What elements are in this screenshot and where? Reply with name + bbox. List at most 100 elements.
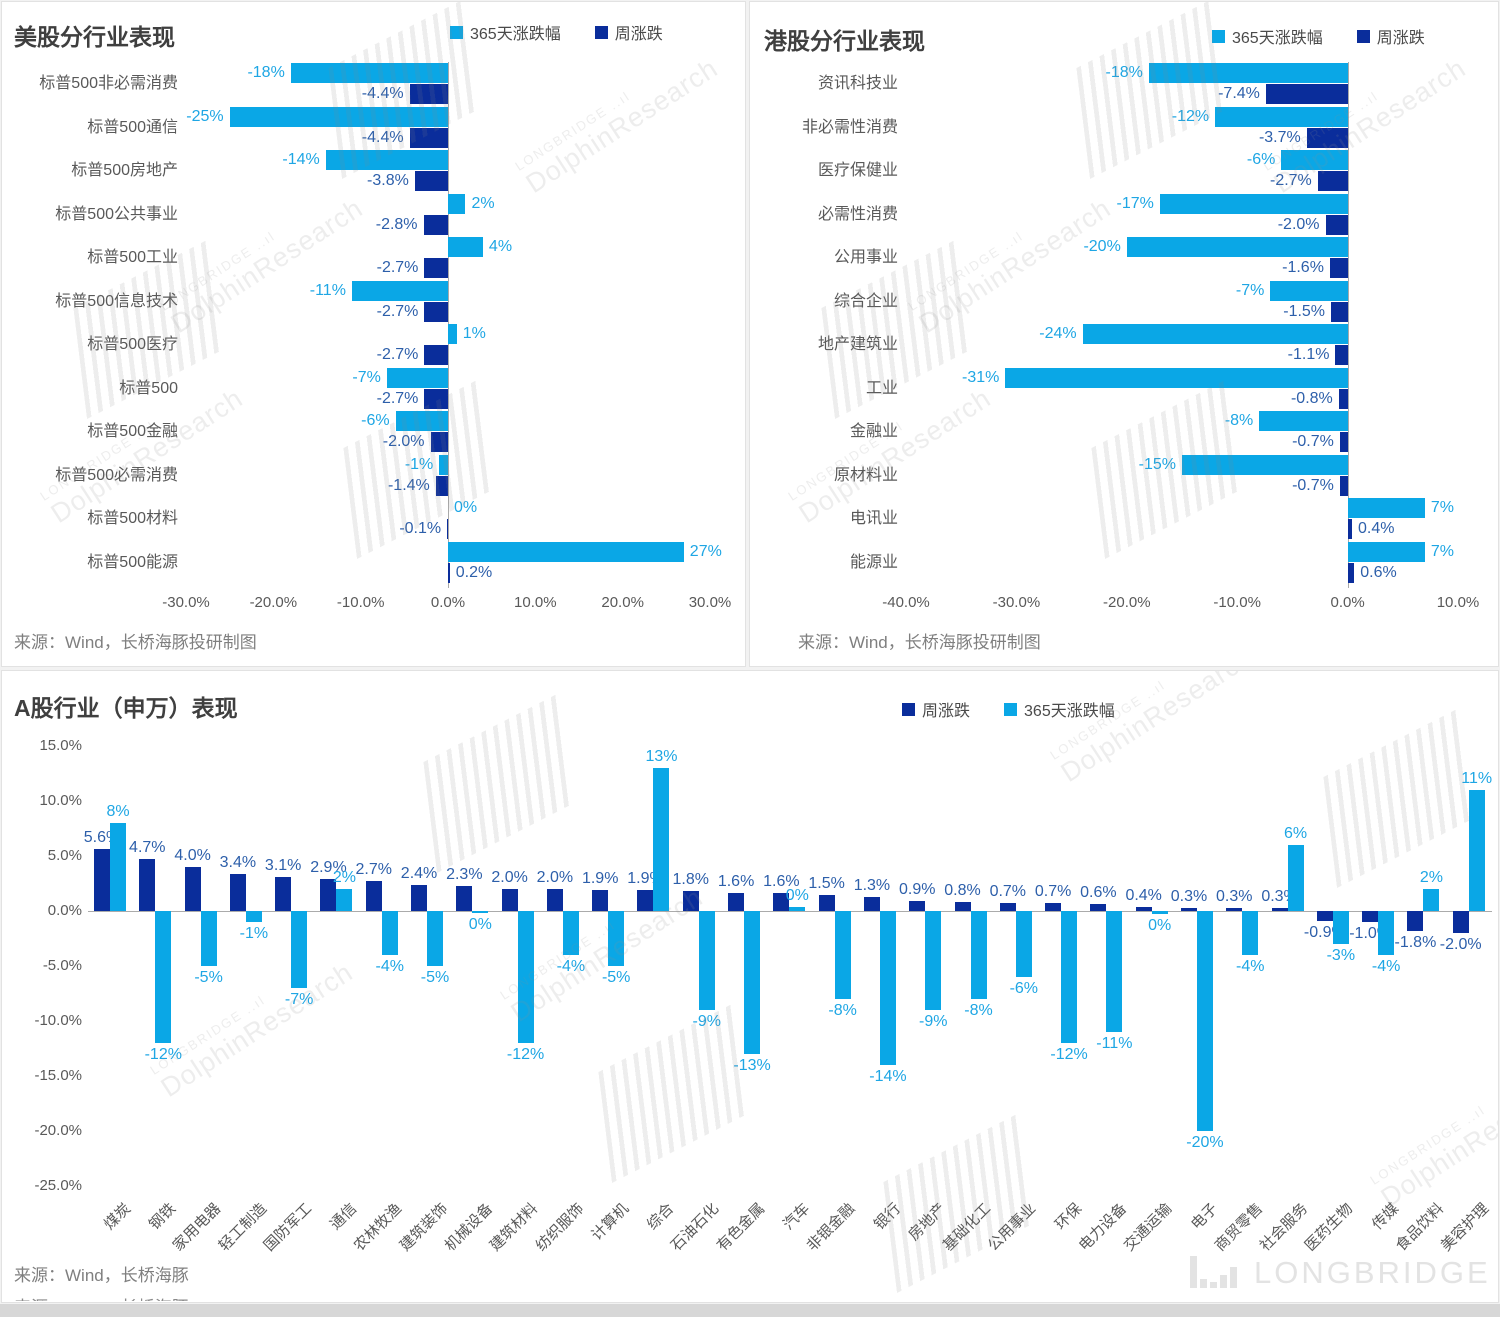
bar-year bbox=[325, 150, 448, 170]
value-label-week: -0.8% bbox=[1290, 389, 1333, 407]
value-label-year: -9% bbox=[692, 1013, 721, 1030]
x-axis-tick-label: -40.0% bbox=[882, 594, 930, 611]
bar-year bbox=[789, 906, 806, 911]
value-label-year: -5% bbox=[194, 969, 223, 986]
bar-week bbox=[909, 901, 926, 911]
bar-year bbox=[291, 911, 308, 988]
a-chart-legend: 周涨跌 365天涨跌幅 bbox=[902, 697, 1149, 721]
value-label-week: 2.0% bbox=[491, 869, 528, 886]
bar-week bbox=[1180, 907, 1197, 911]
us-chart-source: 来源：Wind，长桥海豚投研制图 bbox=[14, 633, 257, 652]
bar-year bbox=[744, 911, 761, 1054]
bar-year bbox=[1423, 889, 1440, 911]
value-label-year: -20% bbox=[1186, 1134, 1224, 1151]
legend-swatch-year bbox=[1212, 29, 1225, 43]
x-axis-tick-label: 10.0% bbox=[1436, 594, 1480, 611]
hk-chart-legend: 365天涨跌幅 周涨跌 bbox=[1212, 24, 1459, 48]
y-axis-tick-label: 5.0% bbox=[47, 847, 82, 864]
bar-year bbox=[1126, 237, 1348, 257]
bar-year bbox=[925, 911, 942, 1010]
category-label: 标普500房地产 bbox=[71, 162, 178, 179]
bar-year bbox=[1215, 106, 1348, 127]
value-label-year: 7% bbox=[1430, 499, 1454, 516]
bar-week bbox=[1316, 911, 1333, 921]
category-label: 资讯科技业 bbox=[817, 75, 898, 92]
bar-year bbox=[472, 911, 489, 914]
value-label-year: 4% bbox=[488, 238, 513, 255]
bar-week bbox=[1338, 388, 1348, 409]
bar-week bbox=[1329, 258, 1348, 278]
bar-year bbox=[448, 324, 457, 344]
bar-year bbox=[1148, 63, 1348, 83]
value-label-year: -14% bbox=[282, 151, 320, 168]
watermark-brand: LONGBRIDGE ..ıl bbox=[512, 88, 633, 174]
a-chart-source: 来源：Wind，长桥海豚 bbox=[14, 1266, 189, 1285]
value-label-week: -4.4% bbox=[361, 85, 404, 102]
value-label-year: 0% bbox=[468, 916, 492, 934]
bar-year bbox=[517, 911, 534, 1043]
bar-week bbox=[424, 258, 448, 278]
value-label-week: -2.7% bbox=[376, 302, 419, 320]
value-label-week: -3.8% bbox=[367, 172, 409, 189]
value-label-week: -3.7% bbox=[1258, 128, 1301, 146]
bar-week bbox=[424, 388, 448, 409]
x-axis-tick-label: -10.0% bbox=[1213, 594, 1261, 611]
value-label-week: 0.7% bbox=[1034, 883, 1072, 901]
value-label-week: 1.3% bbox=[853, 876, 891, 894]
bar-week bbox=[1135, 906, 1152, 911]
hk-chart-title: 港股分行业表现 bbox=[764, 28, 925, 54]
bar-year bbox=[1015, 911, 1032, 977]
bar-week bbox=[365, 881, 382, 911]
category-label: 标普500医疗 bbox=[87, 336, 178, 353]
value-label-week: -7.4% bbox=[1218, 85, 1260, 102]
value-label-week: -0.7% bbox=[1292, 476, 1334, 494]
value-label-week: 0.4% bbox=[1358, 520, 1395, 537]
bar-week bbox=[456, 885, 473, 911]
y-axis-tick-label: 0.0% bbox=[47, 902, 82, 919]
bar-year bbox=[1347, 541, 1425, 562]
value-label-week: -1.8% bbox=[1394, 933, 1437, 951]
bar-week bbox=[818, 894, 835, 911]
legend-item-year: 365天涨跌幅 bbox=[1004, 697, 1115, 721]
category-label: 标普500通信 bbox=[87, 118, 178, 136]
bar-year bbox=[1281, 150, 1348, 170]
value-label-year: -4% bbox=[1236, 958, 1265, 975]
value-label-year: 8% bbox=[106, 803, 130, 820]
value-label-year: -7% bbox=[1235, 281, 1265, 299]
legend-label-year: 365天涨跌幅 bbox=[470, 26, 561, 43]
bar-week bbox=[682, 891, 699, 911]
bar-year bbox=[1242, 911, 1259, 955]
bar-year bbox=[1378, 911, 1395, 955]
bar-week bbox=[1306, 127, 1348, 148]
bar-year bbox=[155, 911, 172, 1043]
bar-week bbox=[1452, 911, 1469, 933]
category-label: 标普500非必需消费 bbox=[39, 75, 178, 92]
legend-label-week: 周涨跌 bbox=[1376, 30, 1425, 47]
bar-year bbox=[608, 911, 625, 966]
bar-week bbox=[1347, 562, 1355, 583]
value-label-week: 0.4% bbox=[1125, 886, 1162, 904]
value-label-year: -1% bbox=[404, 455, 434, 473]
bar-week bbox=[1265, 84, 1348, 104]
legend-swatch-week bbox=[594, 25, 608, 39]
value-label-year: -7% bbox=[352, 368, 381, 386]
value-label-week: 1.5% bbox=[808, 874, 845, 892]
y-axis-tick-label: -10.0% bbox=[34, 1012, 82, 1029]
bar-year bbox=[1082, 324, 1348, 344]
x-axis-tick-label: 20.0% bbox=[601, 594, 644, 611]
bar-week bbox=[430, 432, 448, 452]
value-label-year: 0% bbox=[1148, 917, 1172, 935]
value-label-year: -6% bbox=[361, 412, 390, 429]
value-label-year: -4% bbox=[375, 958, 404, 975]
x-axis-tick-label: 30.0% bbox=[688, 594, 732, 611]
category-label: 标普500信息技术 bbox=[55, 292, 178, 310]
watermark-brand: DolphinResearch bbox=[520, 52, 724, 199]
value-label-year: 27% bbox=[689, 542, 722, 560]
value-label-year: -7% bbox=[284, 991, 314, 1008]
bar-week bbox=[1362, 911, 1379, 922]
bar-week bbox=[592, 890, 609, 911]
bar-year bbox=[1151, 911, 1168, 915]
category-label: 标普500材料 bbox=[87, 510, 178, 527]
